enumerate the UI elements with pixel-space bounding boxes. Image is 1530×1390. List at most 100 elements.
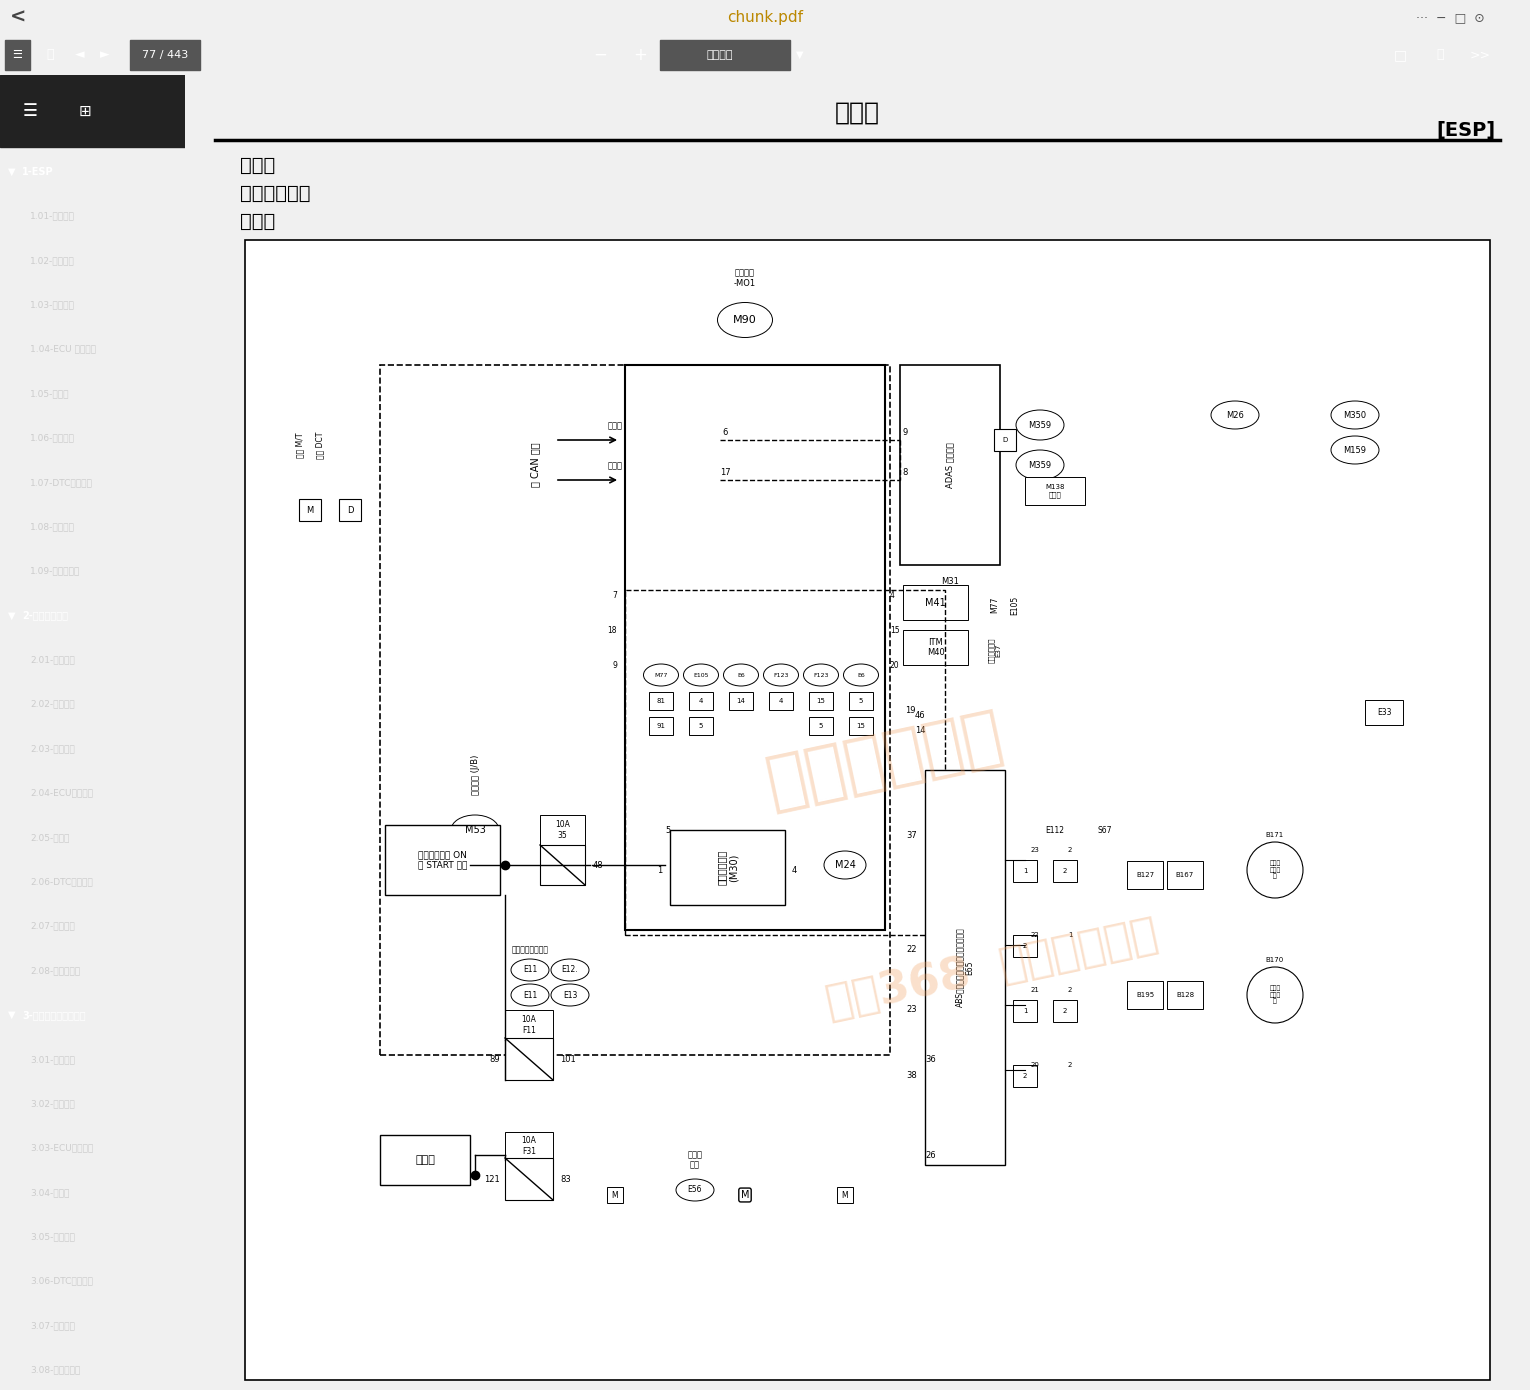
Text: 37: 37 (906, 830, 916, 840)
Text: B195: B195 (1135, 992, 1154, 998)
Text: 1: 1 (1022, 867, 1027, 874)
Ellipse shape (451, 815, 499, 845)
Circle shape (1247, 967, 1304, 1023)
Text: M: M (612, 1190, 618, 1200)
Text: >>: >> (1469, 49, 1490, 61)
Text: 19: 19 (906, 706, 915, 714)
Bar (1013, 935, 1037, 956)
Text: M77: M77 (655, 673, 667, 677)
Ellipse shape (724, 664, 759, 687)
Text: 3.07-症状诊断: 3.07-症状诊断 (31, 1320, 75, 1330)
Text: 蓄电池: 蓄电池 (415, 1155, 435, 1165)
Text: M350: M350 (1343, 410, 1366, 420)
Text: 9: 9 (903, 428, 907, 436)
Text: 2-自动驻车系统: 2-自动驻车系统 (21, 610, 67, 620)
Text: 1.07-DTC电路诊断: 1.07-DTC电路诊断 (31, 478, 93, 486)
Bar (379, 1136, 470, 1186)
Text: 2.02-系统说明: 2.02-系统说明 (31, 699, 75, 709)
Text: 保险丝和继电器盒: 保险丝和继电器盒 (511, 945, 548, 954)
Text: 1.01-注意事项: 1.01-注意事项 (31, 211, 75, 221)
Bar (130, 40, 200, 70)
Ellipse shape (763, 664, 799, 687)
Text: 48: 48 (594, 860, 604, 870)
Text: 诊断器: 诊断器 (607, 461, 623, 470)
Text: 17: 17 (719, 467, 730, 477)
Text: 2.08-拆卸和安装: 2.08-拆卸和安装 (31, 966, 80, 976)
Text: 🔖: 🔖 (1437, 49, 1444, 61)
Bar (688, 717, 713, 735)
Text: 5: 5 (699, 723, 704, 728)
Bar (670, 830, 785, 905)
Text: +: + (633, 46, 647, 64)
Bar (245, 240, 1490, 1380)
Text: 4: 4 (890, 591, 895, 599)
Bar (540, 845, 584, 885)
Text: 14: 14 (736, 698, 745, 703)
Text: 1: 1 (1068, 933, 1073, 938)
Bar (1128, 981, 1163, 1009)
Text: ☰: ☰ (23, 101, 37, 120)
Text: ···  −  □  ⊙: ··· − □ ⊙ (1415, 11, 1484, 24)
Text: E33: E33 (1377, 708, 1391, 717)
Text: 电路图: 电路图 (835, 101, 880, 125)
Text: 121: 121 (485, 1176, 500, 1184)
Text: 制动控制系统: 制动控制系统 (240, 183, 311, 203)
Ellipse shape (1016, 410, 1063, 441)
Text: 1.05-电路图: 1.05-电路图 (31, 389, 69, 398)
Text: B171: B171 (1265, 833, 1284, 838)
Text: D: D (1002, 436, 1008, 443)
Bar (505, 1038, 552, 1080)
Text: M26: M26 (1226, 410, 1244, 420)
Bar (926, 770, 1005, 1165)
Text: M90: M90 (733, 316, 757, 325)
Text: 21: 21 (1031, 987, 1039, 992)
Ellipse shape (803, 664, 838, 687)
Text: 89: 89 (490, 1055, 500, 1065)
Bar (386, 826, 500, 895)
Text: E13: E13 (563, 991, 577, 999)
Text: E11: E11 (523, 966, 537, 974)
Text: 点火开关处于 ON
或 START 位置: 点火开关处于 ON 或 START 位置 (418, 851, 467, 870)
Text: 14: 14 (915, 726, 926, 734)
Ellipse shape (551, 959, 589, 981)
Text: 101: 101 (560, 1055, 575, 1065)
Text: 2: 2 (1068, 987, 1073, 992)
Bar (900, 366, 1001, 564)
Bar (903, 630, 968, 664)
Text: 电路图: 电路图 (240, 156, 275, 175)
Text: M359: M359 (1028, 421, 1051, 430)
Text: 18: 18 (607, 626, 617, 634)
Text: 15: 15 (817, 698, 826, 703)
Text: 诊断器: 诊断器 (607, 421, 623, 430)
Text: 6: 6 (722, 428, 728, 436)
Ellipse shape (676, 1179, 715, 1201)
Text: M41: M41 (926, 598, 946, 607)
Text: ▼: ▼ (8, 1011, 15, 1020)
Bar (0, 75, 185, 147)
Bar (1013, 1065, 1037, 1087)
Ellipse shape (511, 984, 549, 1006)
Text: 制动控制单元
E37: 制动控制单元 E37 (988, 637, 1002, 663)
Text: 3.04-电路图: 3.04-电路图 (31, 1188, 69, 1197)
Text: 2.06-DTC电路诊断: 2.06-DTC电路诊断 (31, 877, 93, 887)
Text: 配线 DCT: 配线 DCT (315, 431, 324, 459)
Bar (1128, 860, 1163, 890)
Text: 保险丝盒 (J/B): 保险丝盒 (J/B) (471, 755, 479, 795)
Text: 转向角传感器
(M30): 转向角传感器 (M30) (716, 849, 739, 885)
Text: 汽修帮资料库: 汽修帮资料库 (760, 702, 1008, 816)
Text: 26: 26 (926, 1151, 936, 1159)
Text: 3.03-ECU诊断信息: 3.03-ECU诊断信息 (31, 1144, 93, 1152)
Text: 5: 5 (819, 723, 823, 728)
Text: S67: S67 (1097, 826, 1112, 834)
Text: 1.08-症状诊断: 1.08-症状诊断 (31, 523, 75, 531)
Text: 15: 15 (890, 626, 900, 634)
Text: chunk.pdf: chunk.pdf (727, 10, 803, 25)
Text: 10A
F31: 10A F31 (522, 1136, 537, 1155)
Text: 电路图: 电路图 (240, 211, 275, 231)
Text: 2.05-电路图: 2.05-电路图 (31, 833, 69, 842)
Text: 22: 22 (906, 945, 916, 955)
Text: 1.04-ECU 诊断信息: 1.04-ECU 诊断信息 (31, 345, 96, 354)
Text: 2: 2 (1068, 847, 1073, 853)
Text: 右后轮
速传感
器: 右后轮 速传感 器 (1270, 860, 1281, 880)
Text: M: M (842, 1190, 848, 1200)
